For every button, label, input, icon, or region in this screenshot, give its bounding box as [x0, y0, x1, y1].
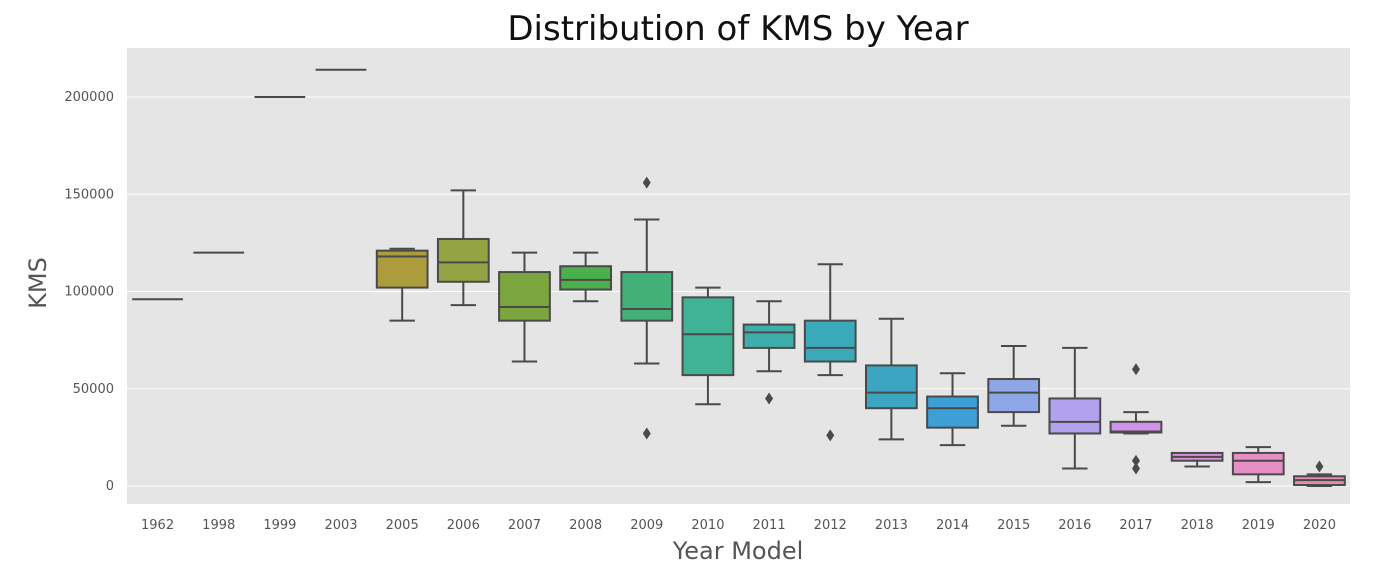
box-2020 — [1293, 460, 1346, 487]
box-iqr — [1231, 451, 1285, 476]
x-tick-label: 2009 — [630, 518, 663, 533]
x-tick-label: 2014 — [936, 518, 969, 533]
box-2013 — [864, 317, 918, 441]
box-2010 — [681, 286, 735, 406]
x-tick-label: 2015 — [997, 518, 1030, 533]
outlier-point — [765, 392, 774, 405]
box-2007 — [498, 251, 551, 363]
y-tick-label: 200000 — [64, 90, 114, 105]
y-axis-label: KMS — [24, 257, 52, 309]
box-2015 — [987, 344, 1041, 427]
box-2012 — [803, 263, 857, 442]
x-tick-label: 2006 — [447, 518, 480, 533]
x-tick-label: 1962 — [141, 518, 174, 533]
x-tick-label: 2005 — [386, 518, 419, 533]
box-2017 — [1109, 363, 1163, 475]
chart-title: Distribution of KMS by Year — [507, 9, 968, 49]
box-2019 — [1231, 446, 1285, 484]
outlier-point — [1131, 462, 1140, 475]
grid-layer — [127, 96, 1350, 487]
box-iqr — [742, 323, 796, 349]
outlier-point — [1131, 454, 1140, 467]
box-2005 — [375, 247, 429, 322]
x-tick-label: 1999 — [263, 518, 296, 533]
x-tick-label: 2010 — [691, 518, 724, 533]
x-tick-label: 2008 — [569, 518, 602, 533]
outlier-point — [826, 429, 835, 442]
x-tick-label: 2013 — [875, 518, 908, 533]
x-tick-label: 2012 — [814, 518, 847, 533]
box-iqr — [436, 237, 490, 283]
box-iqr — [1048, 397, 1102, 435]
box-iqr — [498, 271, 551, 322]
outlier-point — [1315, 460, 1324, 473]
x-tick-label: 2011 — [753, 518, 786, 533]
x-tick-label: 2007 — [508, 518, 541, 533]
outlier-point — [642, 176, 651, 189]
x-tick-label: 2020 — [1303, 518, 1336, 533]
y-tick-label: 0 — [106, 479, 114, 494]
box-2014 — [926, 372, 979, 447]
box-iqr — [987, 378, 1041, 414]
outlier-point — [642, 427, 651, 440]
x-tick-label: 1998 — [202, 518, 235, 533]
box-iqr — [620, 271, 674, 322]
y-tick-label: 150000 — [64, 187, 114, 202]
box-2018 — [1170, 451, 1224, 468]
x-tick-label: 2016 — [1058, 518, 1091, 533]
x-tick-labels: 1962 1998 1999 2003 2005 2006 2007 2008 2009 2010… — [141, 518, 1336, 533]
x-axis-label: Year Model — [672, 537, 804, 565]
box-2011 — [742, 300, 796, 405]
box-iqr — [681, 296, 735, 377]
box-2016 — [1048, 346, 1102, 470]
boxes-layer — [132, 68, 1346, 487]
y-tick-labels: 0 50000 100000 150000 200000 — [64, 90, 114, 494]
x-tick-label: 2018 — [1181, 518, 1214, 533]
box-2009 — [620, 176, 674, 440]
box-2008 — [559, 251, 613, 303]
x-tick-label: 2019 — [1242, 518, 1275, 533]
y-tick-label: 50000 — [73, 382, 114, 397]
box-2006 — [436, 189, 490, 307]
x-tick-label: 2017 — [1119, 518, 1152, 533]
box-iqr — [864, 364, 918, 410]
x-tick-label: 2003 — [324, 518, 357, 533]
plot-background — [127, 48, 1350, 504]
box-iqr — [926, 395, 979, 429]
y-tick-label: 100000 — [64, 285, 114, 300]
box-iqr — [559, 265, 613, 291]
outlier-point — [1131, 363, 1140, 376]
box-iqr — [803, 319, 857, 363]
